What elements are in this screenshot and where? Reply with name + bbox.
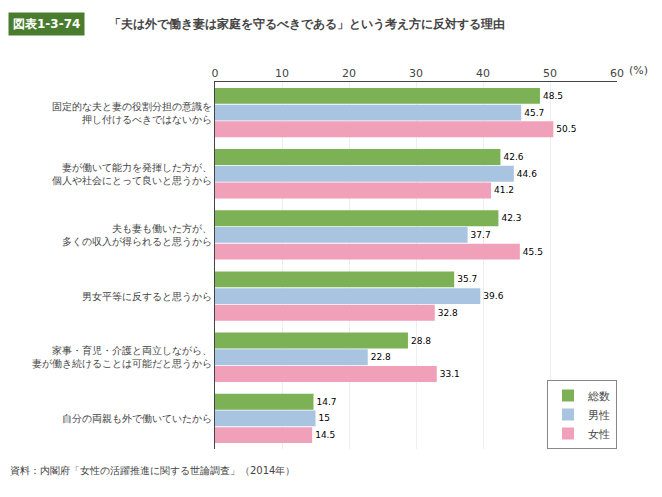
svg-text:図表1-3-74: 図表1-3-74 [13, 17, 80, 31]
svg-text:32.8: 32.8 [438, 308, 458, 318]
svg-text:夫も妻も働いた方が、多くの収入が得られると思うから: 夫も妻も働いた方が、多くの収入が得られると思うから [62, 223, 212, 247]
svg-text:40: 40 [476, 67, 490, 80]
svg-text:45.5: 45.5 [523, 247, 543, 257]
svg-text:男性: 男性 [588, 409, 610, 422]
svg-text:37.7: 37.7 [471, 230, 491, 240]
svg-text:30: 30 [409, 67, 423, 80]
svg-text:妻が働いて能力を発揮した方が、個人や社会にとって良いと思うか: 妻が働いて能力を発揮した方が、個人や社会にとって良いと思うから [52, 162, 212, 186]
svg-text:女性: 女性 [588, 428, 610, 441]
svg-text:39.6: 39.6 [483, 291, 503, 301]
svg-text:48.5: 48.5 [543, 91, 563, 101]
svg-text:35.7: 35.7 [457, 274, 477, 284]
svg-text:20: 20 [342, 67, 356, 80]
svg-text:22.8: 22.8 [371, 352, 391, 362]
svg-text:「夫は外で働き妻は家庭を守るべきである」という考え方に反対す: 「夫は外で働き妻は家庭を守るべきである」という考え方に反対する理由 [109, 17, 505, 31]
svg-text:42.6: 42.6 [503, 152, 523, 162]
svg-text:60: 60 [610, 67, 624, 80]
svg-text:33.1: 33.1 [440, 369, 460, 379]
svg-text:固定的な夫と妻の役割分担の意識を押し付けるべきではないから: 固定的な夫と妻の役割分担の意識を押し付けるべきではないから [52, 101, 212, 125]
svg-text:14.5: 14.5 [315, 430, 335, 440]
svg-text:50.5: 50.5 [556, 124, 576, 134]
svg-text:41.2: 41.2 [494, 185, 514, 195]
svg-text:44.6: 44.6 [517, 169, 537, 179]
svg-text:(%): (%) [629, 64, 648, 77]
svg-text:10: 10 [275, 67, 289, 80]
svg-text:資料：内閣府「女性の活躍推進に関する世論調査」（2014年）: 資料：内閣府「女性の活躍推進に関する世論調査」（2014年） [10, 465, 295, 476]
svg-text:28.8: 28.8 [411, 336, 431, 346]
svg-text:男女平等に反すると思うから: 男女平等に反すると思うから [82, 291, 212, 302]
svg-text:自分の両親も外で働いていたから: 自分の両親も外で働いていたから [62, 413, 212, 424]
svg-text:家事・育児・介護と両立しながら、妻が働き続けることは可能だと: 家事・育児・介護と両立しながら、妻が働き続けることは可能だと思うから [32, 345, 212, 369]
svg-text:45.7: 45.7 [524, 108, 544, 118]
svg-text:42.3: 42.3 [501, 213, 521, 223]
svg-text:総数: 総数 [587, 390, 610, 403]
svg-text:15: 15 [319, 413, 330, 423]
svg-text:14.7: 14.7 [316, 397, 336, 407]
svg-text:50: 50 [543, 67, 557, 80]
svg-text:0: 0 [212, 67, 219, 80]
